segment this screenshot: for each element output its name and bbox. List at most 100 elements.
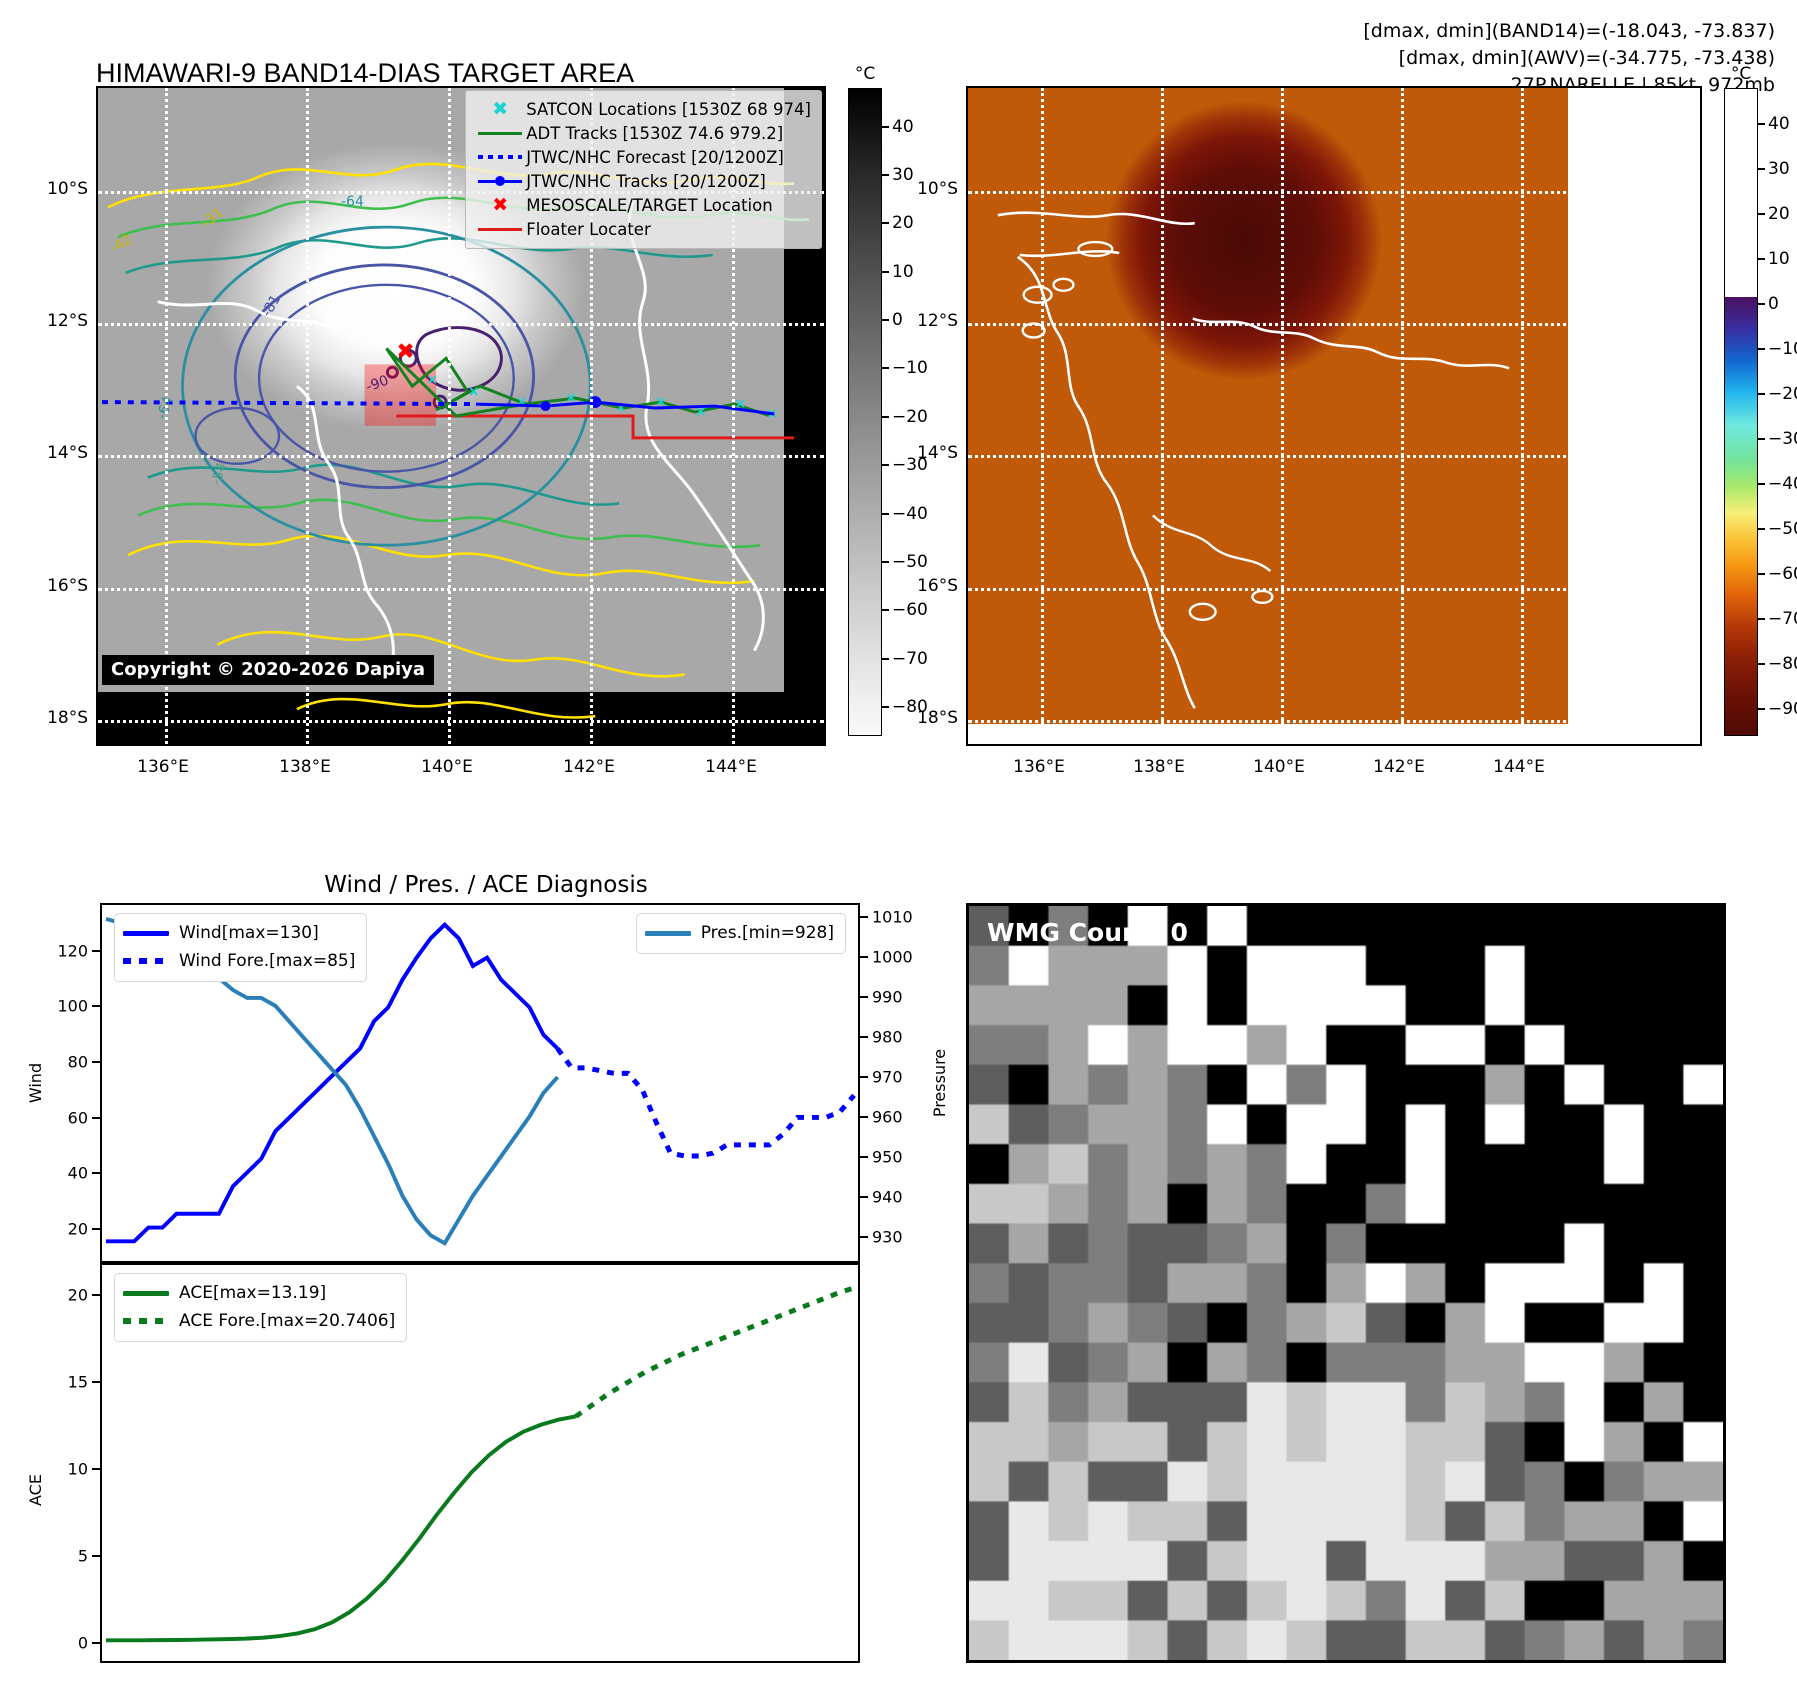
ace-tickmark <box>92 1381 100 1384</box>
colorbar-tick: −60 <box>892 600 928 621</box>
contour-label-64: -64 <box>341 194 364 210</box>
jtwc-track-icon <box>474 176 526 186</box>
svg-text:×: × <box>516 394 528 410</box>
colorbar-tickmark <box>882 464 889 467</box>
legend-item-jtwc-forecast[interactable]: JTWC/NHC Forecast [20/1200Z] <box>474 145 811 169</box>
legend-label-satcon: SATCON Locations [1530Z 68 974] <box>526 99 811 119</box>
wind-tickmark <box>92 1172 100 1175</box>
pressure-tickmark <box>860 1116 868 1118</box>
legend-label-adt: ADT Tracks [1530Z 74.6 979.2] <box>526 123 784 143</box>
awv-lon-136e: 136°E <box>1013 757 1065 777</box>
ace-legend: ACE[max=13.19] ACE Fore.[max=20.7406] <box>114 1273 408 1342</box>
awv-colorbar[interactable] <box>1724 88 1758 736</box>
mesoscale-x-icon: ✖ <box>492 193 509 216</box>
legend-label-floater: Floater Locater <box>526 219 651 239</box>
colorbar-tick: −10 <box>892 358 928 379</box>
diagnosis-title: Wind / Pres. / ACE Diagnosis <box>324 872 648 898</box>
ace-forecast-dotted-icon <box>123 1318 179 1324</box>
wmg-image <box>969 906 1723 1660</box>
awv-lon-142e: 142°E <box>1373 757 1425 777</box>
jtwc-forecast-dotted-icon <box>474 155 526 159</box>
colorbar-tick: −20 <box>892 406 928 427</box>
legend-row-ace-forecast[interactable]: ACE Fore.[max=20.7406] <box>123 1307 395 1335</box>
legend-label-ace: ACE[max=13.19] <box>179 1283 327 1303</box>
svg-text:×: × <box>695 404 707 420</box>
floater-line-icon <box>474 227 526 231</box>
map-legend: ✖ SATCON Locations [1530Z 68 974] ADT Tr… <box>465 90 822 249</box>
colorbar-tickmark <box>1758 663 1765 665</box>
dmax-awv-text: [dmax, dmin](AWV)=(-34.775, -73.438) <box>1398 46 1775 69</box>
awv-lon-140e: 140°E <box>1253 757 1305 777</box>
ir-contours: ××× ×× × × ×× ✖ <box>101 162 810 719</box>
colorbar-tickmark <box>1758 123 1765 125</box>
ir-lat-12s: 12°S <box>47 311 88 331</box>
colorbar-tick: −20 <box>1768 384 1797 404</box>
legend-row-wind[interactable]: Wind[max=130] <box>123 919 355 947</box>
ir-lat-16s: 16°S <box>47 576 88 596</box>
ir-colorbar-unit: °C <box>854 64 876 84</box>
pressure-tickmark <box>860 1156 868 1158</box>
colorbar-tick: 0 <box>1768 294 1779 314</box>
awv-lat-16s: 16°S <box>917 576 958 596</box>
awv-satellite-map[interactable] <box>966 86 1702 746</box>
ir-satellite-map[interactable]: × × × × × × × × × ✖ -31 -42 -54 -64 -64 -81 -9… <box>96 86 826 746</box>
pressure-tick: 950 <box>872 1147 903 1167</box>
colorbar-tick: −80 <box>1768 654 1797 674</box>
colorbar-tick: 10 <box>892 261 914 282</box>
legend-item-satcon[interactable]: ✖ SATCON Locations [1530Z 68 974] <box>474 97 811 121</box>
pressure-tick: 930 <box>872 1227 903 1247</box>
pressure-tick: 970 <box>872 1067 903 1087</box>
pressure-tick: 960 <box>872 1107 903 1127</box>
ir-lon-142e: 142°E <box>563 757 615 777</box>
ir-lon-138e: 138°E <box>279 757 331 777</box>
wind-tick: 100 <box>57 996 88 1016</box>
legend-item-floater[interactable]: Floater Locater <box>474 217 811 241</box>
ace-tick: 15 <box>67 1372 88 1392</box>
awv-image <box>968 88 1569 725</box>
colorbar-tickmark <box>882 657 889 660</box>
colorbar-tickmark <box>882 125 889 128</box>
colorbar-tick: 40 <box>1768 114 1790 134</box>
awv-coastlines <box>997 211 1510 709</box>
ir-colorbar[interactable] <box>848 88 882 736</box>
colorbar-tickmark <box>1758 528 1765 530</box>
colorbar-tickmark <box>882 270 889 273</box>
legend-label-ace-forecast: ACE Fore.[max=20.7406] <box>179 1311 396 1331</box>
legend-row-ace[interactable]: ACE[max=13.19] <box>123 1279 395 1307</box>
wind-line-icon <box>123 930 179 936</box>
colorbar-tick: 40 <box>892 116 914 137</box>
ace-chart[interactable]: ACE[max=13.19] ACE Fore.[max=20.7406] <box>100 1263 860 1663</box>
ace-line-icon <box>123 1290 179 1296</box>
legend-item-adt[interactable]: ADT Tracks [1530Z 74.6 979.2] <box>474 121 811 145</box>
pressure-tickmark <box>860 1196 868 1198</box>
legend-row-wind-forecast[interactable]: Wind Fore.[max=85] <box>123 947 355 975</box>
colorbar-tick: −40 <box>1768 474 1797 494</box>
colorbar-tickmark <box>1758 213 1765 215</box>
awv-lat-10s: 10°S <box>917 179 958 199</box>
colorbar-tickmark <box>1758 258 1765 260</box>
ace-tickmark <box>92 1467 100 1470</box>
pressure-tick: 990 <box>872 987 903 1007</box>
ace-tickmark <box>92 1294 100 1297</box>
awv-lat-14s: 14°S <box>917 443 958 463</box>
wmg-panel[interactable]: WMG Count: 0 <box>966 903 1726 1663</box>
colorbar-tick: 20 <box>892 213 914 234</box>
svg-text:×: × <box>426 372 438 388</box>
wind-tick: 20 <box>67 1219 88 1239</box>
header-info: [dmax, dmin](BAND14)=(-18.043, -73.837) … <box>1363 18 1775 99</box>
colorbar-tickmark <box>882 222 889 225</box>
wind-tick: 60 <box>67 1108 88 1128</box>
wind-pressure-chart[interactable]: Wind[max=130] Wind Fore.[max=85] Pres.[m… <box>100 903 860 1263</box>
pressure-tick: 980 <box>872 1027 903 1047</box>
title-line1: HIMAWARI-9 BAND14-DIAS TARGET AREA <box>96 57 635 88</box>
pressure-tickmark <box>860 1076 868 1078</box>
legend-item-jtwc-tracks[interactable]: JTWC/NHC Tracks [20/1200Z] <box>474 169 811 193</box>
colorbar-tickmark <box>1758 168 1765 170</box>
wind-tickmark <box>92 949 100 952</box>
colorbar-tick: −60 <box>1768 564 1797 584</box>
awv-lat-12s: 12°S <box>917 311 958 331</box>
colorbar-tick: −30 <box>892 455 928 476</box>
legend-item-mesoscale[interactable]: ✖ MESOSCALE/TARGET Location <box>474 193 811 217</box>
wmg-count-label: WMG Count: 0 <box>987 918 1188 947</box>
legend-row-pressure[interactable]: Pres.[min=928] <box>644 919 834 947</box>
